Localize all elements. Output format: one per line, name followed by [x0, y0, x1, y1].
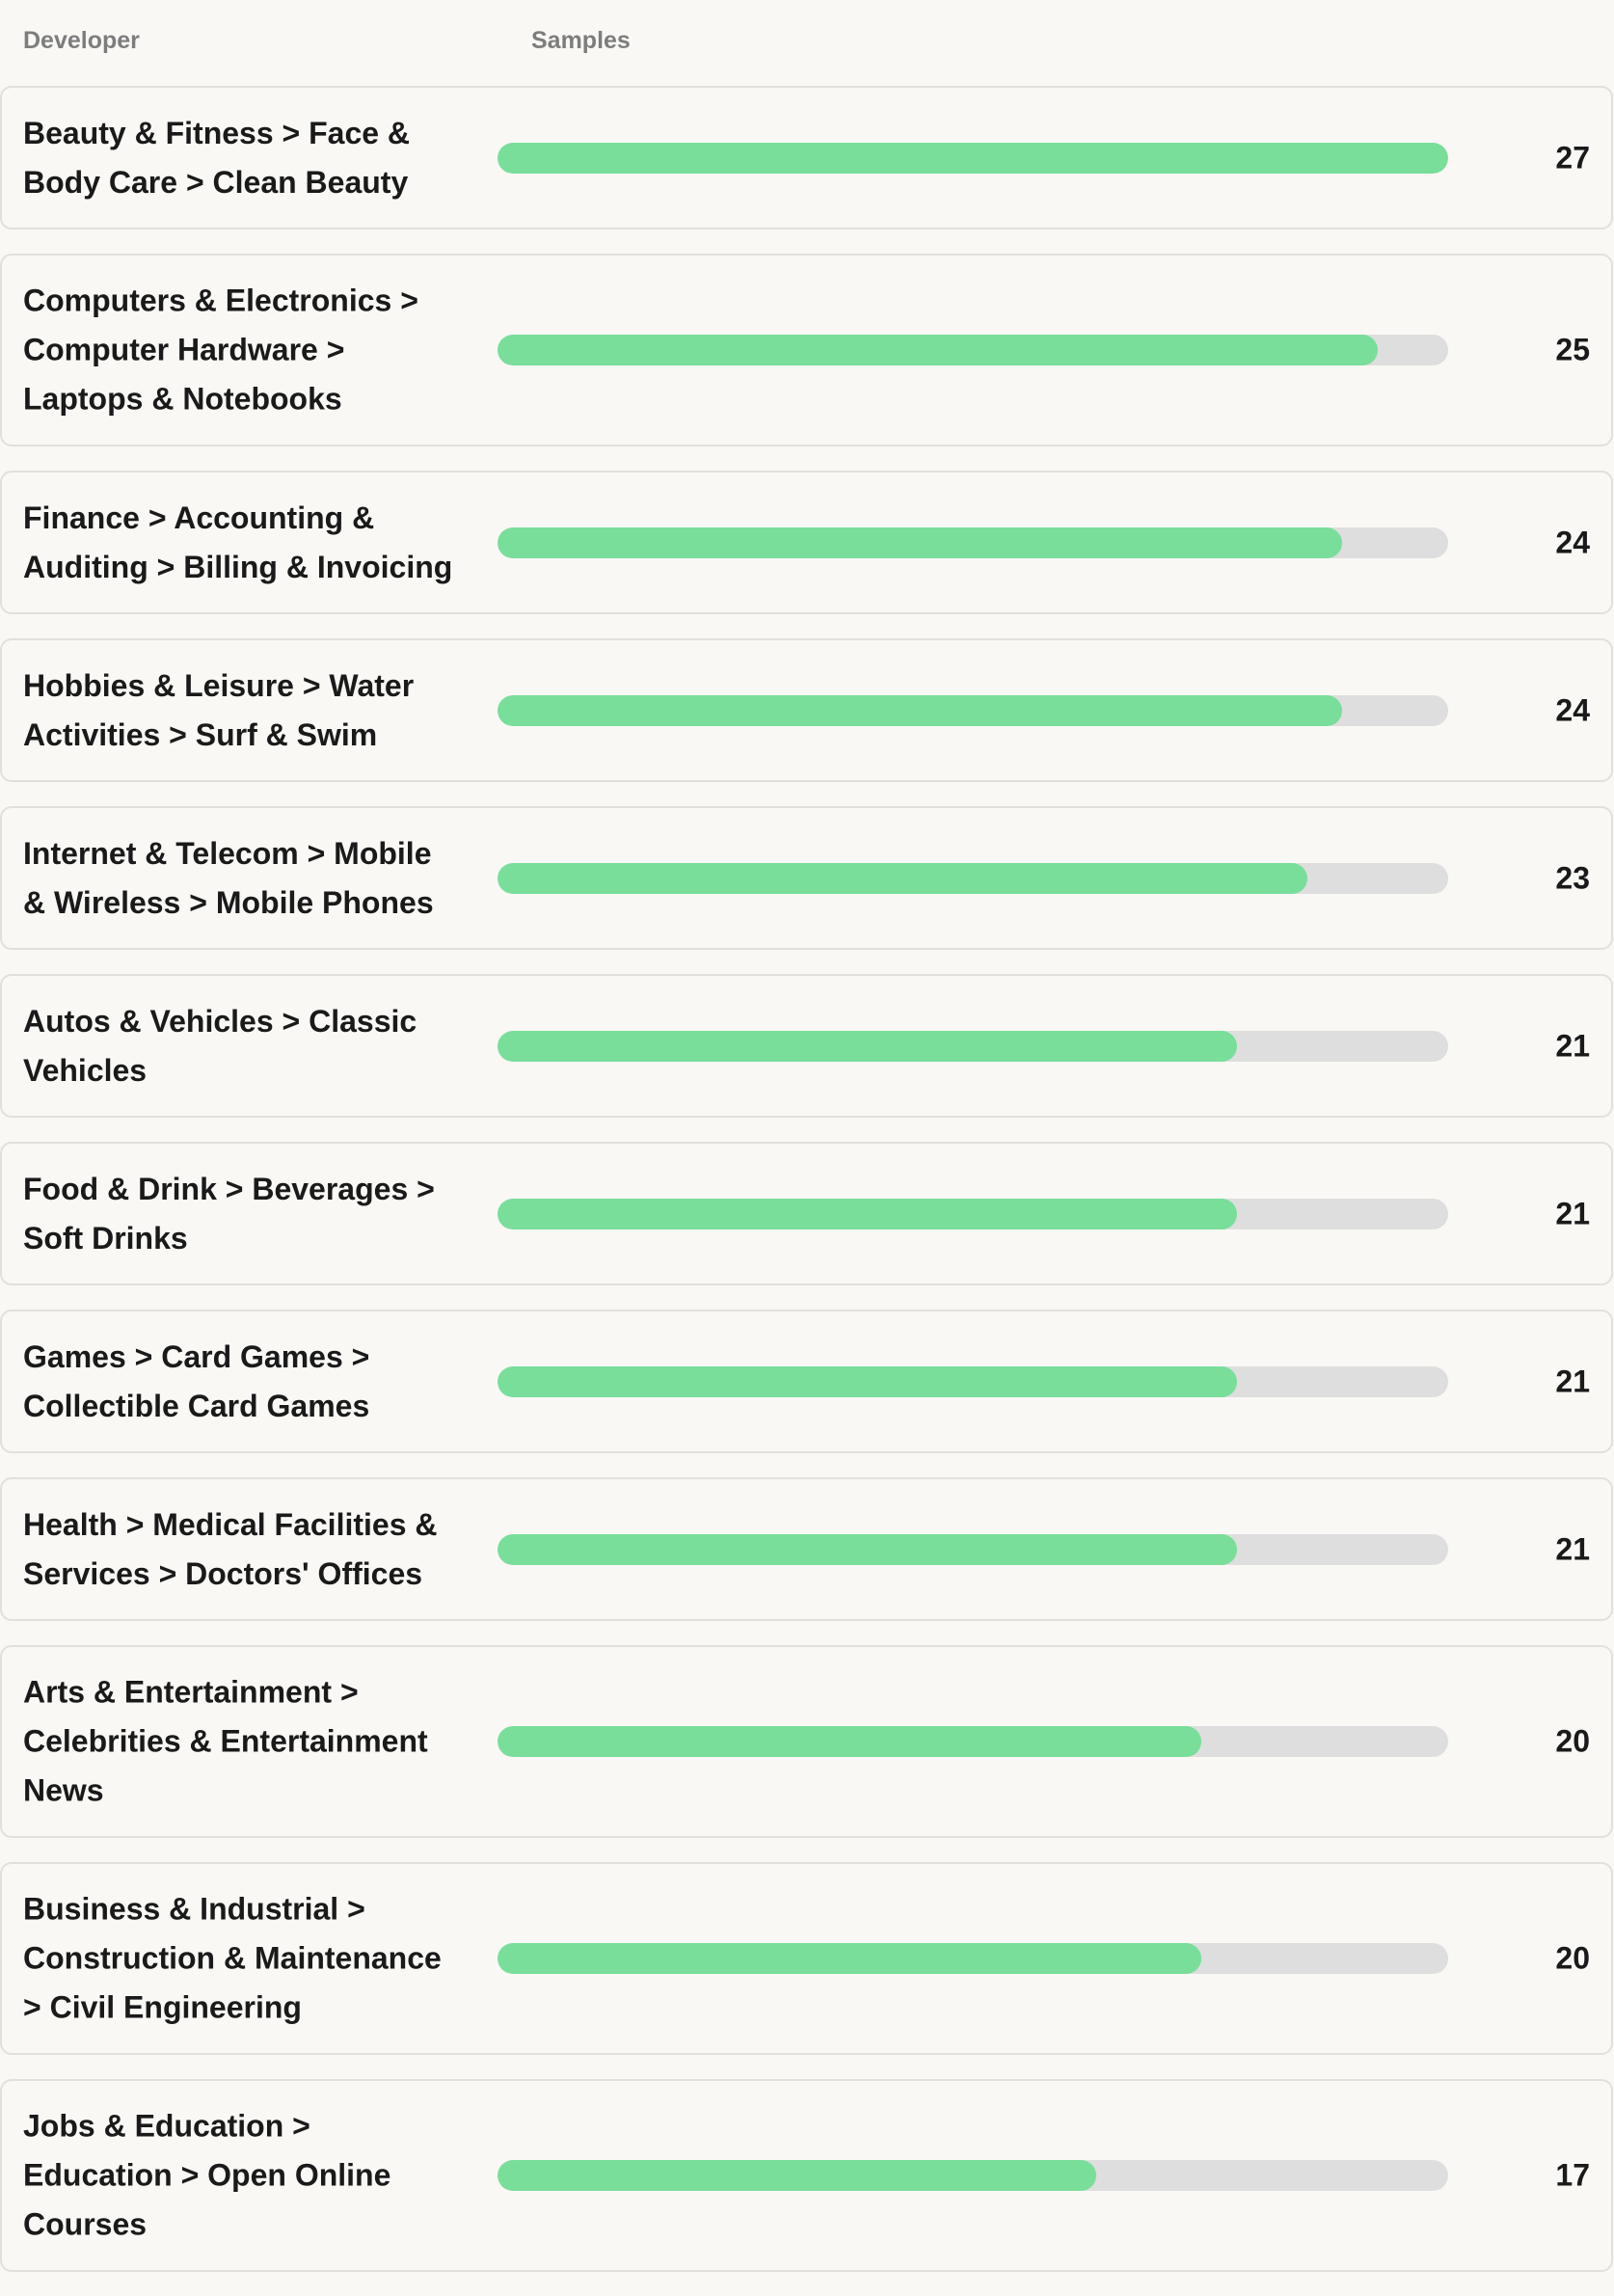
samples-bar-fill	[498, 527, 1343, 558]
samples-count: 24	[1555, 692, 1590, 727]
samples-bar-track	[498, 2160, 1448, 2191]
samples-bar-track	[498, 1726, 1448, 1757]
samples-bar-track	[498, 527, 1448, 558]
samples-bar-fill	[498, 1726, 1202, 1757]
developer-category-label: Jobs & Education > Education > Open Onli…	[23, 2108, 391, 2242]
samples-count: 25	[1555, 332, 1590, 367]
samples-bar-track	[498, 1533, 1448, 1565]
samples-bar-track	[498, 1030, 1448, 1062]
samples-count: 20	[1555, 1723, 1590, 1759]
developer-category-label: Hobbies & Leisure > Water Activities > S…	[23, 667, 415, 752]
samples-count: 23	[1555, 860, 1590, 895]
samples-count: 24	[1555, 525, 1590, 559]
developer-category-label: Arts & Entertainment > Celebrities & Ent…	[23, 1674, 428, 1808]
samples-bar-fill	[498, 694, 1343, 726]
samples-bar-track	[498, 1198, 1448, 1229]
list-item[interactable]: Games > Card Games > Collectible Card Ga…	[0, 1310, 1613, 1453]
developer-category-label: Internet & Telecom > Mobile & Wireless >…	[23, 835, 434, 920]
table-header: Developer Samples	[0, 27, 1614, 60]
samples-bar-track	[498, 142, 1448, 174]
samples-bar-track	[498, 1365, 1448, 1397]
list-item[interactable]: Beauty & Fitness > Face & Body Care > Cl…	[0, 86, 1613, 230]
list-item[interactable]: Jobs & Education > Education > Open Onli…	[0, 2079, 1613, 2272]
developer-list: Beauty & Fitness > Face & Body Care > Cl…	[0, 86, 1614, 2296]
samples-count: 21	[1555, 1196, 1590, 1230]
samples-bar-fill	[498, 1030, 1237, 1062]
developer-category-label: Computers & Electronics > Computer Hardw…	[23, 283, 418, 417]
developer-category-label: Food & Drink > Beverages > Soft Drinks	[23, 1171, 435, 1256]
samples-bar-fill	[498, 142, 1448, 174]
developer-category-label: Autos & Vehicles > Classic Vehicles	[23, 1003, 417, 1088]
samples-bar-fill	[498, 1533, 1237, 1565]
samples-count: 21	[1555, 1364, 1590, 1398]
samples-bar-track	[498, 335, 1448, 365]
list-item[interactable]: Finance > Accounting & Auditing > Billin…	[0, 471, 1613, 614]
samples-bar-fill	[498, 2160, 1096, 2191]
samples-bar-fill	[498, 862, 1307, 894]
list-item[interactable]: Health > Medical Facilities & Services >…	[0, 1477, 1613, 1621]
developer-category-label: Health > Medical Facilities & Services >…	[23, 1506, 438, 1591]
developer-column-header: Developer	[23, 27, 140, 54]
samples-bar-track	[498, 1943, 1448, 1974]
list-item[interactable]: Autos & Vehicles > Classic Vehicles 21	[0, 974, 1613, 1118]
samples-bar-fill	[498, 1943, 1202, 1974]
samples-count: 27	[1555, 140, 1590, 175]
developer-category-label: Finance > Accounting & Auditing > Billin…	[23, 500, 453, 584]
samples-count: 21	[1555, 1028, 1590, 1063]
list-item[interactable]: Internet & Telecom > Mobile & Wireless >…	[0, 806, 1613, 950]
samples-bar-fill	[498, 1365, 1237, 1397]
samples-bar-fill	[498, 335, 1378, 365]
samples-column-header: Samples	[531, 27, 631, 54]
developer-category-label: Business & Industrial > Construction & M…	[23, 1891, 442, 2025]
developer-category-label: Beauty & Fitness > Face & Body Care > Cl…	[23, 115, 411, 200]
list-item[interactable]: Food & Drink > Beverages > Soft Drinks 21	[0, 1142, 1613, 1285]
samples-count: 21	[1555, 1531, 1590, 1566]
samples-bar-fill	[498, 1198, 1237, 1229]
developer-category-label: Games > Card Games > Collectible Card Ga…	[23, 1338, 370, 1423]
list-item[interactable]: Business & Industrial > Construction & M…	[0, 1862, 1613, 2055]
samples-count: 20	[1555, 1940, 1590, 1976]
list-item[interactable]: Computers & Electronics > Computer Hardw…	[0, 254, 1613, 446]
samples-count: 17	[1555, 2157, 1590, 2193]
list-item[interactable]: Arts & Entertainment > Celebrities & Ent…	[0, 1645, 1613, 1838]
samples-bar-track	[498, 694, 1448, 726]
samples-bar-track	[498, 862, 1448, 894]
list-item[interactable]: Hobbies & Leisure > Water Activities > S…	[0, 638, 1613, 782]
